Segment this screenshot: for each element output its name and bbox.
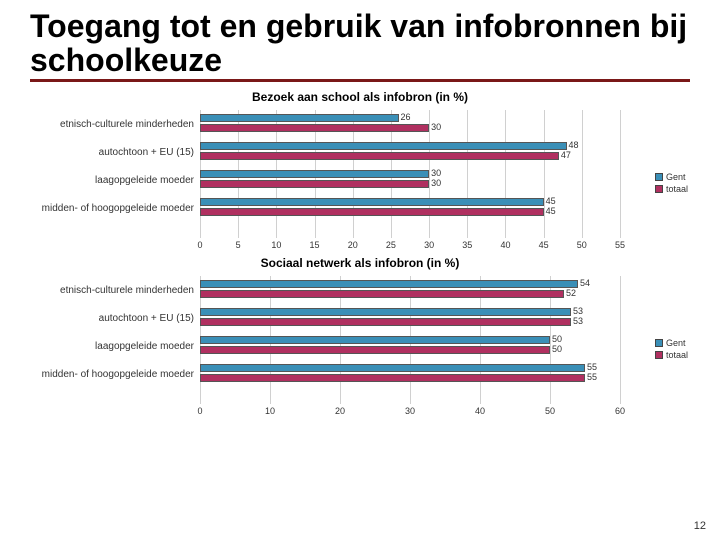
legend-swatch: [655, 185, 663, 193]
page-number: 12: [694, 520, 706, 532]
chart2-plot: 5452535350505555 0102030405060: [200, 276, 620, 404]
bar-group: 4545: [200, 194, 620, 222]
chart2-title: Sociaal netwerk als infobron (in %): [30, 256, 690, 270]
bar-value: 54: [580, 278, 590, 288]
bar-value: 55: [587, 372, 597, 382]
chart1-categories: etnisch-culturele minderheden autochtoon…: [30, 110, 200, 238]
bar: [200, 114, 399, 122]
cat-label: midden- of hoogopgeleide moeder: [30, 194, 200, 222]
cat-label: midden- of hoogopgeleide moeder: [30, 360, 200, 388]
chart2-bars: 5452535350505555: [200, 276, 620, 388]
legend-swatch: [655, 339, 663, 347]
slide: Toegang tot en gebruik van infobronnen b…: [0, 0, 720, 540]
bar-value: 53: [573, 306, 583, 316]
cat-label: etnisch-culturele minderheden: [30, 110, 200, 138]
chart1-axis: 0510152025303540455055: [200, 240, 620, 252]
bar: [200, 364, 585, 372]
bar: [200, 180, 429, 188]
cat-label: etnisch-culturele minderheden: [30, 276, 200, 304]
legend-item: totaal: [655, 350, 688, 360]
legend-item: Gent: [655, 338, 688, 348]
chart1: etnisch-culturele minderheden autochtoon…: [30, 110, 690, 238]
bar: [200, 374, 585, 382]
bar-value: 55: [587, 362, 597, 372]
legend-label: Gent: [666, 172, 686, 182]
bar: [200, 198, 544, 206]
bar: [200, 152, 559, 160]
bar: [200, 208, 544, 216]
bar-group: 5050: [200, 332, 620, 360]
chart2: etnisch-culturele minderheden autochtoon…: [30, 276, 690, 404]
chart1-bars: 2630484730304545: [200, 110, 620, 222]
chart1-plot: 2630484730304545 0510152025303540455055: [200, 110, 620, 238]
bar-value: 47: [561, 150, 571, 160]
bar: [200, 124, 429, 132]
chart1-title: Bezoek aan school als infobron (in %): [30, 90, 690, 104]
bar-value: 52: [566, 288, 576, 298]
legend-item: totaal: [655, 184, 688, 194]
page-title: Toegang tot en gebruik van infobronnen b…: [30, 10, 690, 82]
legend-label: totaal: [666, 184, 688, 194]
bar-value: 30: [431, 168, 441, 178]
bar-value: 30: [431, 178, 441, 188]
cat-label: autochtoon + EU (15): [30, 304, 200, 332]
cat-label: autochtoon + EU (15): [30, 138, 200, 166]
legend-swatch: [655, 351, 663, 359]
cat-label: laagopgeleide moeder: [30, 166, 200, 194]
bar-value: 45: [546, 196, 556, 206]
bar: [200, 318, 571, 326]
chart2-legend: Gent totaal: [655, 338, 688, 362]
cat-label: laagopgeleide moeder: [30, 332, 200, 360]
bar-value: 30: [431, 122, 441, 132]
bar: [200, 280, 578, 288]
bar: [200, 336, 550, 344]
chart1-legend: Gent totaal: [655, 172, 688, 196]
bar-group: 4847: [200, 138, 620, 166]
bar: [200, 170, 429, 178]
bar-value: 53: [573, 316, 583, 326]
bar: [200, 346, 550, 354]
bar-value: 45: [546, 206, 556, 216]
bar-group: 5555: [200, 360, 620, 388]
legend-item: Gent: [655, 172, 688, 182]
bar: [200, 290, 564, 298]
bar-value: 50: [552, 334, 562, 344]
legend-label: Gent: [666, 338, 686, 348]
bar-group: 54 52: [200, 276, 620, 304]
legend-label: totaal: [666, 350, 688, 360]
bar-value: 26: [401, 112, 411, 122]
bar-group: 5353: [200, 304, 620, 332]
bar: [200, 142, 567, 150]
chart2-categories: etnisch-culturele minderheden autochtoon…: [30, 276, 200, 404]
bar-value: 48: [569, 140, 579, 150]
legend-swatch: [655, 173, 663, 181]
bar-value: 50: [552, 344, 562, 354]
bar-group: 3030: [200, 166, 620, 194]
bar-group: 26 30: [200, 110, 620, 138]
bar: [200, 308, 571, 316]
chart2-axis: 0102030405060: [200, 406, 620, 418]
